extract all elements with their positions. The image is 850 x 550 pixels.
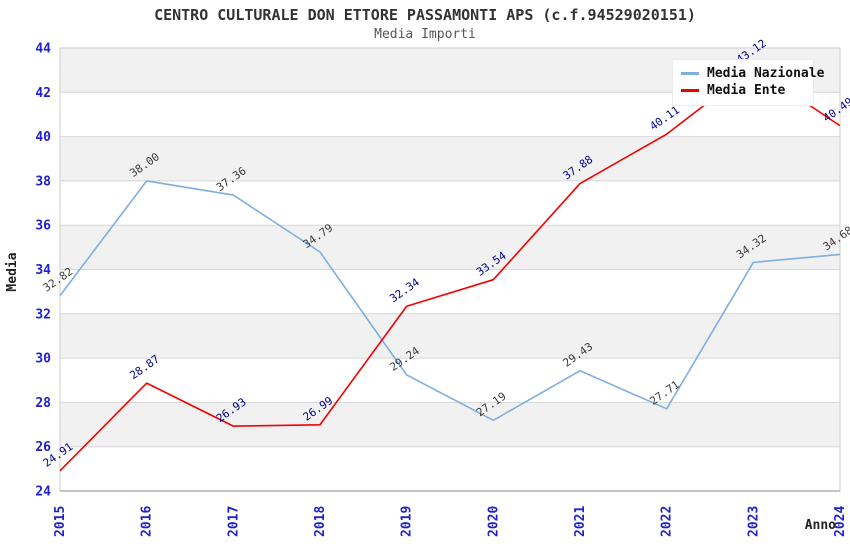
point-label: 40.49 [821, 95, 850, 125]
plot-band [60, 136, 840, 181]
legend-swatch-ente-icon [681, 89, 699, 92]
point-label: 40.11 [647, 103, 682, 133]
legend-item-media-ente[interactable]: Media Ente [681, 82, 805, 99]
legend-item-media-nazionale[interactable]: Media Nazionale [681, 65, 824, 82]
legend-swatch-nazionale-icon [681, 72, 699, 75]
x-tick-label: 2019 [400, 506, 415, 537]
y-tick-label: 32 [35, 307, 51, 322]
plot-band [60, 313, 840, 359]
y-tick-label: 24 [35, 485, 51, 500]
series-line-media-nazionale [59, 180, 841, 422]
plot-band [60, 225, 840, 270]
y-axis-title: Media [5, 252, 20, 291]
x-tick-label: 2018 [313, 506, 328, 537]
x-tick-label: 2024 [833, 506, 848, 537]
plot-band [60, 402, 840, 447]
point-label: 32.34 [387, 275, 422, 305]
y-tick-label: 34 [35, 263, 51, 278]
y-tick-label: 42 [35, 86, 51, 101]
y-tick-label: 38 [35, 174, 51, 189]
x-tick-label: 2015 [53, 506, 68, 537]
y-tick-label: 28 [35, 396, 51, 411]
x-tick-label: 2022 [660, 506, 675, 537]
legend-label: Media Ente [707, 83, 786, 98]
y-tick-label: 44 [35, 42, 51, 57]
y-tick-label: 36 [35, 219, 51, 234]
x-axis-title: Anno [805, 518, 836, 533]
y-tick-label: 30 [35, 352, 51, 367]
x-tick-label: 2023 [746, 506, 761, 537]
y-tick-label: 26 [35, 440, 51, 455]
chart-subtitle: Media Importi [374, 27, 476, 42]
legend: Media Nazionale Media Ente [672, 59, 824, 106]
x-tick-label: 2020 [486, 506, 501, 537]
y-tick-label: 40 [35, 130, 51, 145]
x-tick-label: 2017 [226, 506, 241, 537]
chart-title: CENTRO CULTURALE DON ETTORE PASSAMONTI A… [154, 6, 696, 24]
x-tick-label: 2016 [140, 506, 155, 537]
x-tick-label: 2021 [573, 506, 588, 537]
legend-label: Media Nazionale [707, 66, 825, 81]
